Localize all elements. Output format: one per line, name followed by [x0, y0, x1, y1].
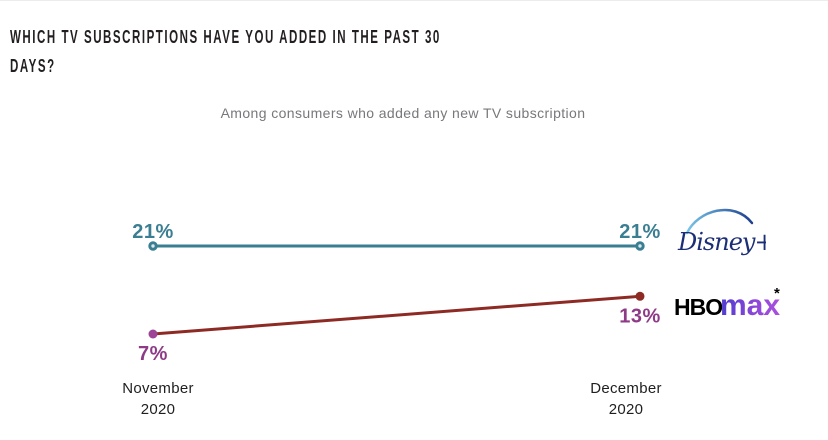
disney-point: [635, 241, 645, 251]
x-axis-label-year: 2020: [140, 401, 176, 418]
x-axis-label-november: November 2020: [98, 378, 218, 420]
title-line-1: WHICH TV SUBSCRIPTIONS HAVE YOU ADDED IN…: [10, 27, 441, 47]
value-label: 21%: [619, 221, 661, 243]
hbo-max-logo: HBO max *: [674, 285, 780, 322]
value-label: 7%: [138, 343, 168, 365]
asterisk-mark: *: [774, 285, 780, 302]
max-logo-text: max: [720, 289, 780, 322]
x-axis-label-month: November: [122, 380, 194, 397]
disney-logo-text: Disney+: [677, 228, 766, 256]
disney-arc-icon: [685, 208, 754, 235]
x-axis-label-month: December: [590, 380, 662, 397]
page-title: WHICH TV SUBSCRIPTIONS HAVE YOU ADDED IN…: [10, 23, 441, 81]
disney-plus-logo: Disney+: [677, 208, 766, 256]
value-label: 21%: [132, 221, 174, 243]
hbo-max-line: [152, 294, 641, 336]
hbo-max-point: [635, 291, 645, 301]
x-axis-label-year: 2020: [608, 401, 644, 418]
title-line-2: DAYS?: [10, 56, 56, 76]
disney-point: [148, 241, 158, 251]
hbo-logo-text: HBO: [674, 294, 722, 320]
value-label: 13%: [619, 305, 661, 327]
hbo-max-point: [148, 329, 158, 339]
chart-subtitle: Among consumers who added any new TV sub…: [220, 105, 586, 121]
x-axis-label-december: December 2020: [566, 378, 686, 420]
